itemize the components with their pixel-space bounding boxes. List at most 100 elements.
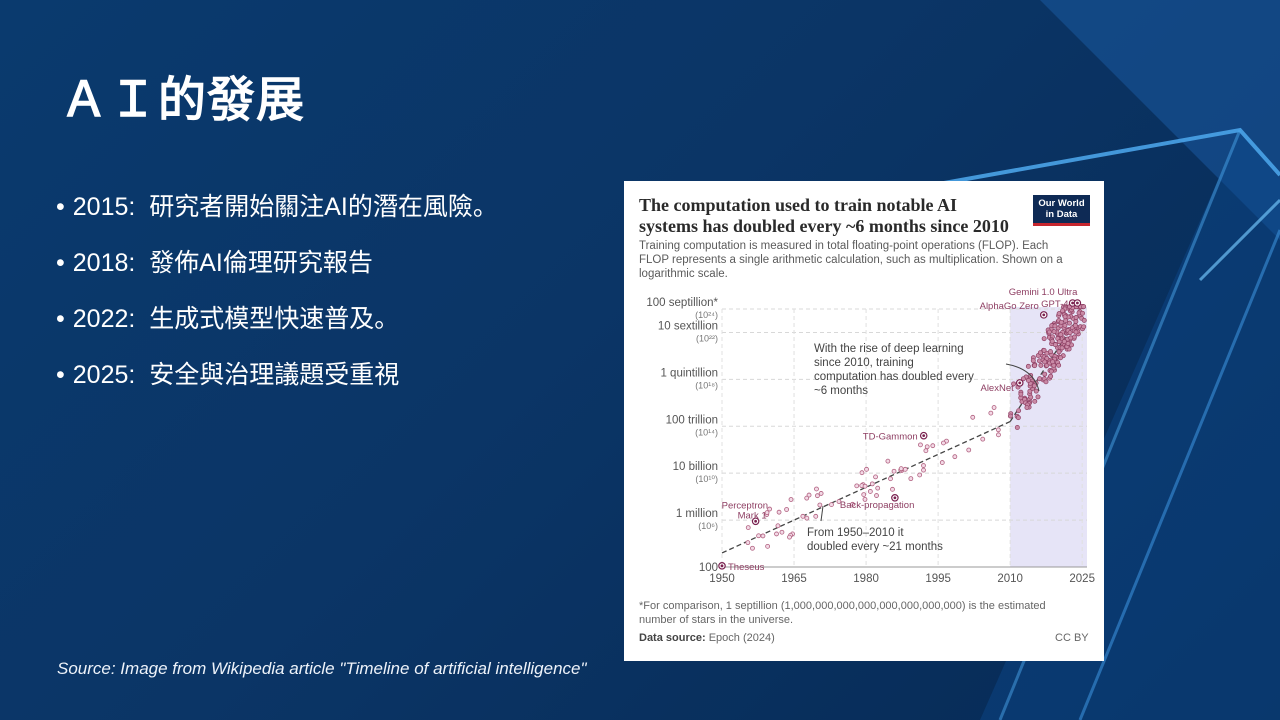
data-point [921,463,926,468]
data-point [923,448,929,454]
data-point [1056,349,1062,355]
point-label: Perceptron [722,500,768,511]
data-point [1031,383,1037,389]
annotation-arrow [820,505,824,522]
bullet-text: 發佈AI倫理研究報告 [149,249,373,277]
data-point [873,474,878,480]
data-point [861,492,867,498]
data-point [1030,358,1036,364]
point-label: GPT-4 [1041,299,1068,310]
data-point [756,533,761,539]
bullet-list: • 2015: 研究者開始關注AI的潛在風險。 • 2018: 發佈AI倫理研究報告… [56,190,576,414]
data-point [988,410,994,416]
point-label: AlphaGo Zero [980,301,1039,312]
data-point [1067,320,1072,326]
data-point [902,466,908,472]
annotation-early: From 1950–2010 it [807,527,904,539]
data-point [924,444,930,450]
data-point [836,499,842,504]
owid-logo-line2: in Data [1045,209,1078,220]
y-tick-power: (10²²) [696,333,718,343]
x-tick-label: 1995 [925,573,951,585]
data-point [1058,319,1064,325]
labeled-point-center [1075,301,1079,305]
data-point [1041,347,1047,353]
data-point [806,492,812,498]
x-tick-label: 2010 [997,573,1023,585]
y-tick-label: 100 [699,562,718,574]
y-tick-label: 10 billion [673,461,718,473]
data-point [1056,339,1062,345]
data-point [788,497,794,502]
deep-learning-era-band [1010,307,1087,567]
data-point [1058,355,1063,361]
data-point [1056,311,1062,317]
x-tick-label: 2025 [1069,573,1095,585]
point-label: Back-propagation [840,500,914,511]
data-point [1060,308,1066,314]
data-source-label: Data source: [639,632,706,644]
data-point [818,491,824,496]
point-label: Mark 1 [738,510,767,521]
data-point [817,502,823,508]
data-point [764,510,770,516]
bullet-year: 2018: [72,249,136,277]
data-point [775,523,781,529]
bullet-text: 生成式模型快速普及。 [149,305,400,333]
data-point [1062,314,1068,320]
data-point [1062,322,1068,328]
source-caption: Source: Image from Wikipedia article "Ti… [57,659,587,678]
data-point [815,493,820,499]
data-point [804,515,810,521]
data-point [1067,330,1073,336]
labeled-point-center [893,496,897,500]
data-point [1016,408,1022,414]
data-point [1065,341,1071,346]
data-point [1024,405,1030,411]
data-point [898,466,904,472]
data-point [930,443,936,449]
data-point [1026,377,1031,383]
data-point [918,442,923,448]
annotation-deep-learning: since 2010, training [814,357,914,369]
data-point [1059,345,1065,351]
chart-subtitle: Training computation is measured in tota… [639,240,1063,280]
data-point [774,531,779,537]
data-point [996,432,1001,438]
data-point [854,483,860,489]
bullet-year: 2025: [72,361,136,389]
bullet-year: 2022: [72,305,136,333]
data-source-value: Epoch (2024) [708,632,775,644]
y-tick-power: (10²⁴) [695,310,718,320]
data-point [1051,329,1057,335]
annotation-deep-learning: ~6 months [814,385,868,397]
data-point [1042,359,1048,365]
y-tick-label: 100 septillion* [646,297,718,309]
data-point [800,513,806,519]
y-tick-label: 1 quintillion [660,367,718,379]
data-point [1041,336,1047,342]
data-point [745,525,751,530]
data-point [1025,363,1031,369]
bullet-item: • 2025: 安全與治理議題受重視 [56,361,400,389]
data-point [1081,304,1087,310]
data-point [891,468,897,474]
data-point [1046,329,1052,335]
data-point [1052,342,1058,348]
data-point [1035,394,1041,400]
data-point [952,454,958,460]
data-point [862,483,868,489]
annotation-early: doubled every ~21 months [807,541,943,553]
data-point [804,495,810,501]
data-point [1073,314,1079,320]
data-point [1056,362,1062,368]
data-point [888,476,893,482]
data-point [908,476,914,482]
license-label: CC BY [1055,632,1089,644]
trend-line-early [721,420,1011,554]
data-point [917,472,923,478]
bullet-text: 安全與治理議題受重視 [149,361,400,389]
data-point [813,513,819,519]
data-point [875,485,881,491]
data-point [1043,379,1049,385]
